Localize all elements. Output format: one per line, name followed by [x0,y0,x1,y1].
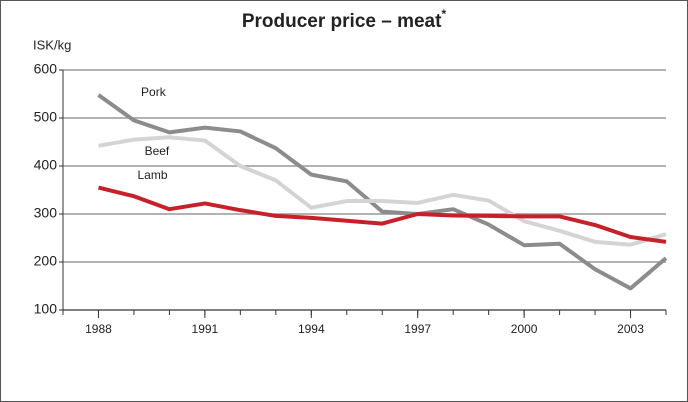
title-text: Producer price – meat [242,11,442,32]
y-tick-label: 100 [34,301,58,317]
series-label: Beef [145,144,170,158]
y-tick-label: 400 [34,157,58,173]
chart-title: Producer price – meat* [242,7,447,32]
series-line [97,93,668,291]
y-tick-label: 300 [34,205,58,221]
y-axis-label: ISK/kg [33,37,71,52]
series-line [97,185,667,244]
x-tick-label: 2003 [617,322,644,336]
x-tick-label: 1994 [298,322,325,336]
x-tick-label: 1991 [192,322,219,336]
y-tick-label: 500 [34,109,58,125]
x-tick-label: 1988 [85,322,112,336]
series-label: Pork [141,85,167,99]
series-line [98,135,667,247]
y-tick-label: 600 [34,61,58,77]
title-note: * [441,7,446,21]
series-label: Lamb [137,168,167,182]
y-tick-label: 200 [34,253,58,269]
x-tick-label: 1997 [404,322,431,336]
x-tick-label: 2000 [511,322,538,336]
